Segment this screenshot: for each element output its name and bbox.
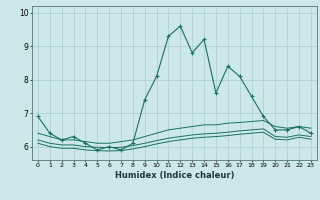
X-axis label: Humidex (Indice chaleur): Humidex (Indice chaleur)	[115, 171, 234, 180]
